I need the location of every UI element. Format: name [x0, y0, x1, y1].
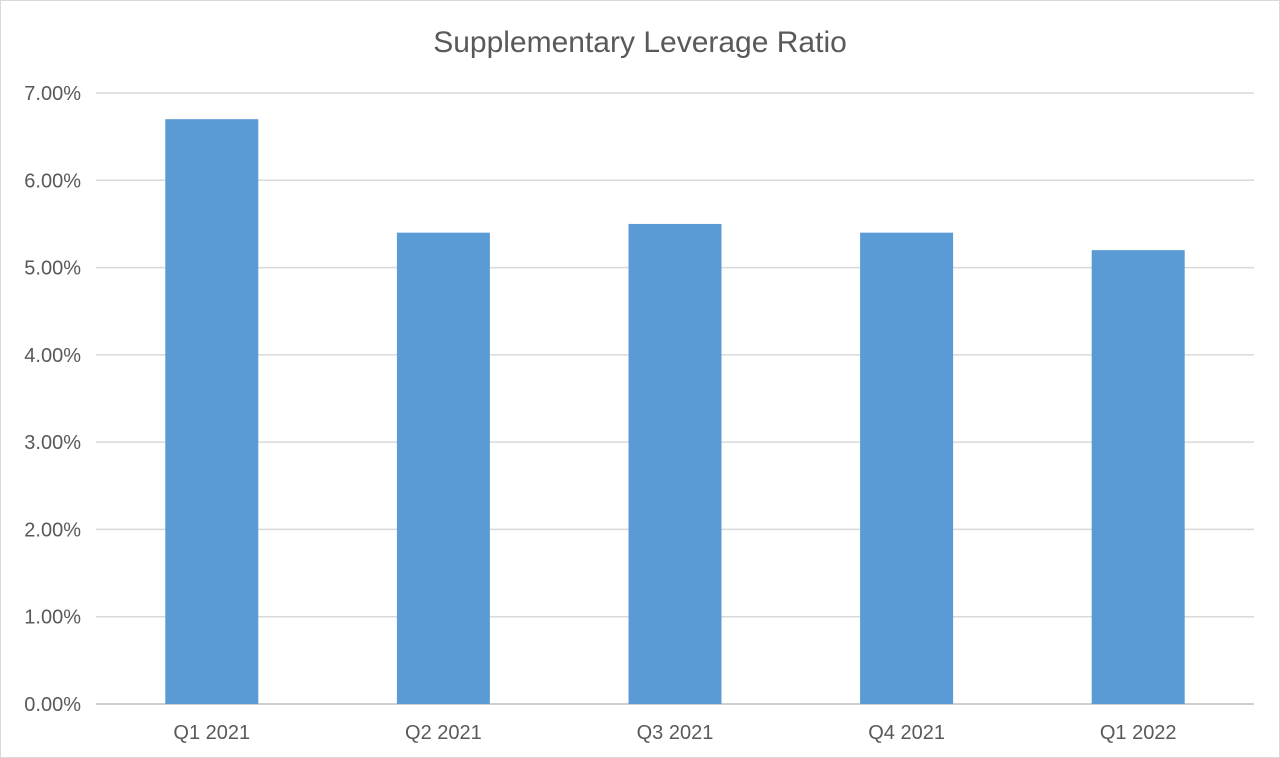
bar: [396, 232, 490, 704]
y-tick-label: 0.00%: [24, 694, 81, 716]
y-tick-label: 7.00%: [24, 83, 81, 105]
bar: [628, 223, 722, 704]
y-tick-label: 3.00%: [24, 432, 81, 454]
x-tick-label: Q3 2021: [637, 722, 714, 744]
x-tick-label: Q1 2022: [1100, 722, 1177, 744]
bar: [165, 119, 259, 704]
y-tick-label: 5.00%: [24, 258, 81, 280]
x-tick-label: Q2 2021: [405, 722, 482, 744]
y-tick-label: 4.00%: [24, 345, 81, 367]
chart-title: Supplementary Leverage Ratio: [433, 26, 847, 59]
gridlines: [96, 92, 1254, 705]
bar: [860, 232, 954, 704]
bars: [165, 119, 1185, 704]
x-tick-label: Q4 2021: [868, 722, 945, 744]
x-tick-label: Q1 2021: [173, 722, 250, 744]
x-axis-tick-labels: Q1 2021 Q2 2021 Q3 2021 Q4 2021 Q1 2022: [173, 722, 1176, 744]
bar: [1091, 250, 1185, 704]
y-tick-label: 6.00%: [24, 170, 81, 192]
y-tick-label: 1.00%: [24, 607, 81, 629]
y-tick-label: 2.00%: [24, 519, 81, 541]
y-axis-tick-labels: 0.00% 1.00% 2.00% 3.00% 4.00% 5.00% 6.00% 7.00%: [24, 83, 81, 716]
